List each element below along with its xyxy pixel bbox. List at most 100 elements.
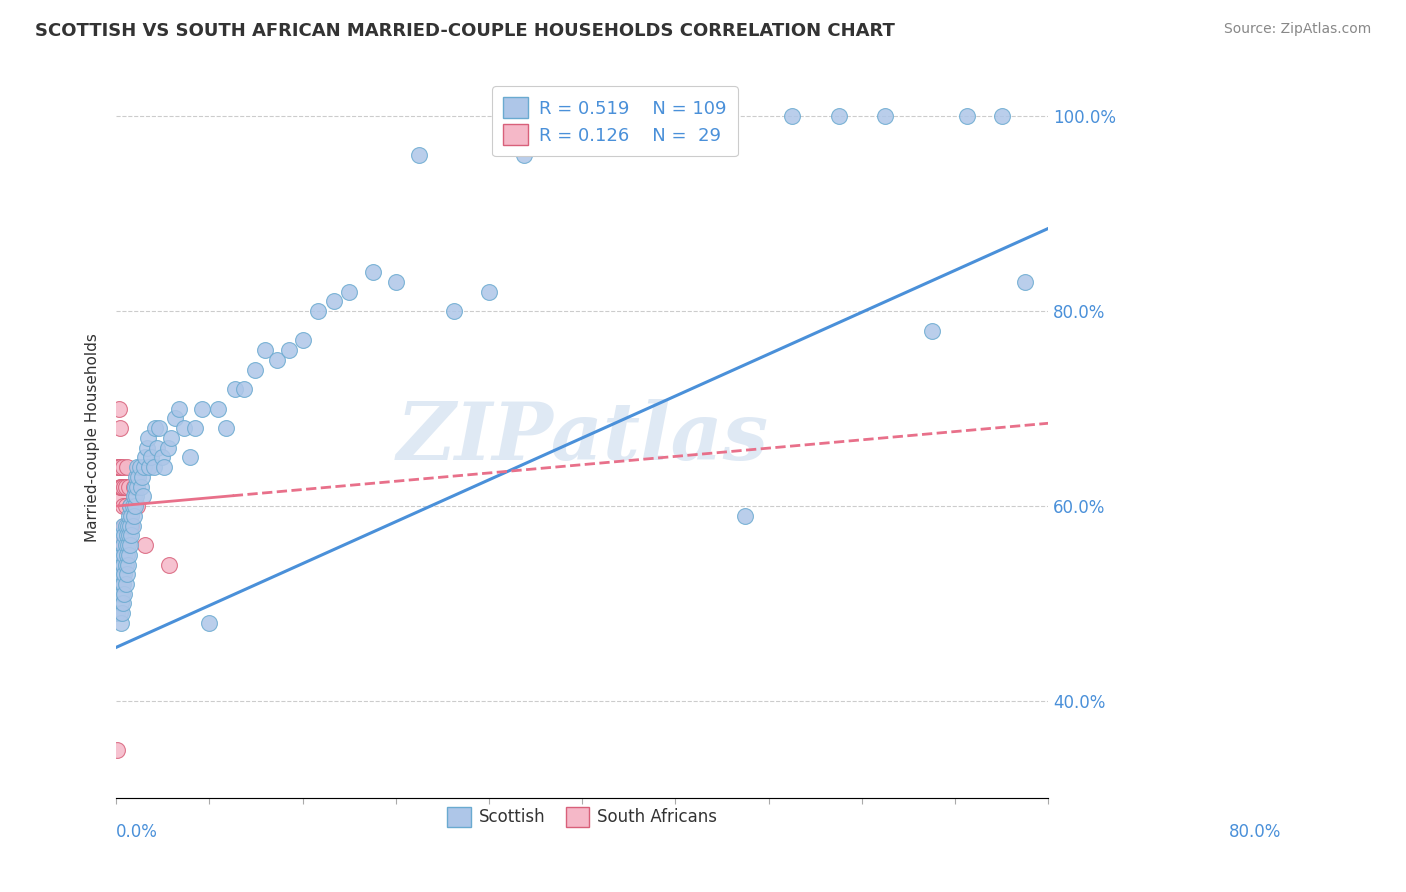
Point — [129, 480, 152, 494]
Point — [122, 480, 145, 494]
Point — [127, 499, 149, 513]
Point — [408, 148, 430, 162]
Point — [641, 110, 664, 124]
Point — [118, 548, 141, 562]
Point — [215, 421, 238, 435]
Point — [114, 499, 136, 513]
Point — [125, 470, 148, 484]
Point — [184, 421, 207, 435]
Point — [780, 110, 803, 124]
Point — [107, 460, 129, 475]
Point — [134, 460, 156, 475]
Point — [108, 606, 131, 620]
Point — [112, 499, 135, 513]
Point — [112, 567, 135, 582]
Point — [108, 480, 131, 494]
Point — [127, 460, 149, 475]
Text: 0.0%: 0.0% — [117, 823, 157, 841]
Text: Source: ZipAtlas.com: Source: ZipAtlas.com — [1223, 22, 1371, 37]
Point — [173, 421, 195, 435]
Point — [513, 148, 536, 162]
Point — [108, 528, 131, 542]
Point — [956, 110, 979, 124]
Point — [110, 538, 132, 552]
Point — [110, 480, 132, 494]
Point — [361, 265, 384, 279]
Point — [107, 489, 129, 503]
Point — [243, 362, 266, 376]
Point — [122, 489, 145, 503]
Point — [124, 499, 146, 513]
Point — [115, 548, 138, 562]
Point — [120, 518, 142, 533]
Point — [107, 606, 129, 620]
Point — [160, 431, 183, 445]
Point — [112, 558, 135, 572]
Point — [112, 577, 135, 591]
Point — [191, 401, 214, 416]
Point — [323, 294, 346, 309]
Point — [114, 538, 136, 552]
Point — [120, 518, 142, 533]
Point — [148, 421, 170, 435]
Point — [1014, 275, 1036, 289]
Point — [108, 460, 131, 475]
Text: SCOTTISH VS SOUTH AFRICAN MARRIED-COUPLE HOUSEHOLDS CORRELATION CHART: SCOTTISH VS SOUTH AFRICAN MARRIED-COUPLE… — [35, 22, 896, 40]
Point — [734, 508, 756, 523]
Point — [128, 460, 150, 475]
Point — [156, 441, 179, 455]
Point — [307, 304, 329, 318]
Point — [112, 548, 135, 562]
Point — [121, 499, 143, 513]
Point — [146, 441, 169, 455]
Point — [125, 489, 148, 503]
Point — [337, 285, 360, 299]
Point — [224, 382, 246, 396]
Point — [134, 450, 156, 465]
Point — [115, 567, 138, 582]
Point — [112, 480, 135, 494]
Point — [112, 587, 135, 601]
Point — [266, 353, 288, 368]
Point — [548, 110, 571, 124]
Point — [117, 518, 139, 533]
Point — [595, 110, 617, 124]
Point — [107, 587, 129, 601]
Point — [150, 450, 173, 465]
Point — [478, 285, 501, 299]
Point — [120, 499, 142, 513]
Point — [111, 567, 134, 582]
Point — [115, 460, 138, 475]
Legend: Scottish, South Africans: Scottish, South Africans — [440, 801, 724, 833]
Point — [120, 508, 142, 523]
Point — [277, 343, 299, 358]
Point — [134, 538, 156, 552]
Point — [131, 470, 153, 484]
Point — [141, 450, 163, 465]
Point — [127, 470, 149, 484]
Y-axis label: Married-couple Households: Married-couple Households — [86, 334, 100, 542]
Point — [110, 597, 132, 611]
Point — [827, 110, 849, 124]
Point — [120, 528, 142, 542]
Point — [117, 558, 139, 572]
Point — [127, 480, 149, 494]
Point — [153, 460, 176, 475]
Point — [688, 110, 710, 124]
Point — [117, 538, 139, 552]
Point — [179, 450, 201, 465]
Point — [107, 538, 129, 552]
Point — [120, 538, 142, 552]
Point — [110, 577, 132, 591]
Point — [108, 548, 131, 562]
Point — [122, 508, 145, 523]
Point — [108, 567, 131, 582]
Point — [110, 558, 132, 572]
Point — [120, 499, 142, 513]
Point — [136, 431, 159, 445]
Point — [124, 480, 146, 494]
Point — [157, 558, 180, 572]
Point — [108, 421, 131, 435]
Point — [118, 508, 141, 523]
Point — [114, 577, 136, 591]
